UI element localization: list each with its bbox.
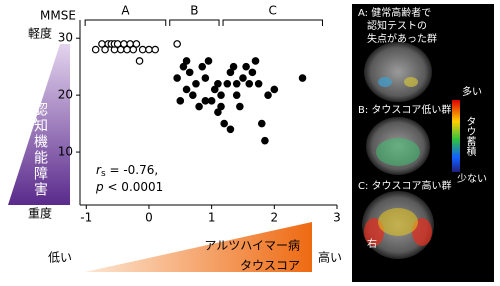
- point: [129, 45, 138, 54]
- y-tick-label: 20: [58, 88, 73, 102]
- point: [151, 45, 160, 54]
- color-bar: [452, 100, 460, 172]
- point: [135, 57, 144, 65]
- severity-wedge: [8, 44, 70, 205]
- r-sub: s: [101, 169, 106, 179]
- tau-label-1: アルツハイマー病: [204, 238, 300, 253]
- x-tick-label: 2: [270, 211, 278, 225]
- group-label: C: [269, 4, 277, 18]
- tau-b: [376, 138, 420, 166]
- point: [226, 125, 235, 134]
- group-label: B: [190, 4, 198, 18]
- panel-c-label: C: タウスコア高い群: [358, 179, 452, 192]
- point: [173, 74, 181, 82]
- severe-label: 重度: [28, 206, 52, 221]
- tau-a: [378, 77, 392, 87]
- point: [210, 85, 219, 94]
- point: [232, 91, 241, 99]
- point: [198, 62, 207, 71]
- point: [145, 45, 153, 54]
- point: [185, 68, 194, 77]
- r-text: = -0.76,: [106, 163, 159, 177]
- point: [229, 62, 238, 71]
- point: [173, 40, 181, 48]
- point: [220, 119, 228, 128]
- mild-label: 軽度: [28, 26, 52, 41]
- point: [245, 79, 254, 88]
- point: [264, 91, 272, 99]
- y-tick-label: 10: [58, 145, 73, 159]
- point: [214, 108, 222, 117]
- point: [192, 79, 200, 88]
- group-label: A: [121, 4, 130, 18]
- r-symbol: r: [96, 163, 102, 177]
- tau-a: [404, 77, 418, 87]
- point: [195, 102, 203, 111]
- point: [91, 45, 100, 54]
- y-axis-label: MMSE: [40, 9, 76, 23]
- bar-top: 多い: [462, 85, 482, 98]
- point: [239, 74, 247, 82]
- point: [298, 74, 307, 82]
- point: [257, 119, 266, 128]
- brain-panel: A: 健常高齢者で 認知テストの 失点があった群 B: タウスコア低い群 C: …: [352, 4, 494, 282]
- tau-c: [378, 208, 418, 236]
- point: [182, 57, 191, 65]
- point: [251, 57, 260, 65]
- point: [179, 62, 188, 71]
- point: [207, 97, 216, 105]
- point: [217, 91, 225, 99]
- point: [101, 45, 109, 54]
- p-text: < 0.0001: [104, 180, 164, 194]
- point: [201, 74, 210, 82]
- panel-b-label: B: タウスコア低い群: [358, 103, 451, 116]
- point: [236, 102, 244, 111]
- low-label: 低い: [48, 251, 72, 265]
- point: [132, 40, 141, 48]
- side-label: 右: [367, 237, 377, 250]
- panel-a-label: 認知テストの: [367, 19, 427, 32]
- point: [232, 79, 241, 88]
- point: [189, 91, 197, 99]
- x-tick-label: -1: [80, 211, 92, 225]
- brain-a: [364, 42, 432, 102]
- y-tick-label: 30: [58, 31, 73, 45]
- high-label: 高い: [318, 250, 342, 265]
- p-symbol: p: [95, 180, 104, 194]
- point: [217, 102, 225, 111]
- tau-label-2: タウスコア: [240, 259, 300, 273]
- point: [204, 57, 213, 65]
- point: [270, 85, 279, 94]
- panel-a-label: A: 健常高齢者で: [358, 6, 431, 19]
- x-tick-label: 1: [208, 211, 216, 225]
- bar-label: タウ蓄積: [464, 116, 476, 157]
- x-tick-label: 3: [333, 211, 341, 225]
- point: [223, 79, 232, 88]
- tau-wedge: [85, 222, 312, 272]
- bar-bottom: 少ない: [457, 173, 487, 185]
- p-value: p < 0.0001: [95, 180, 163, 194]
- point: [182, 85, 191, 94]
- point: [254, 79, 263, 88]
- panel-a-label: 失点があった群: [367, 32, 437, 45]
- point: [138, 45, 147, 54]
- point: [176, 97, 185, 105]
- point: [201, 97, 210, 105]
- impairment-label: 認知機能障害: [32, 102, 48, 198]
- point: [214, 79, 222, 88]
- point: [248, 68, 257, 77]
- group-bracket: [222, 19, 323, 26]
- point: [242, 62, 250, 71]
- group-bracket: [84, 19, 167, 26]
- x-tick-label: 0: [145, 211, 153, 225]
- point: [226, 68, 235, 77]
- point: [261, 136, 269, 145]
- correlation: rs = -0.76,: [96, 163, 158, 179]
- group-bracket: [169, 19, 220, 26]
